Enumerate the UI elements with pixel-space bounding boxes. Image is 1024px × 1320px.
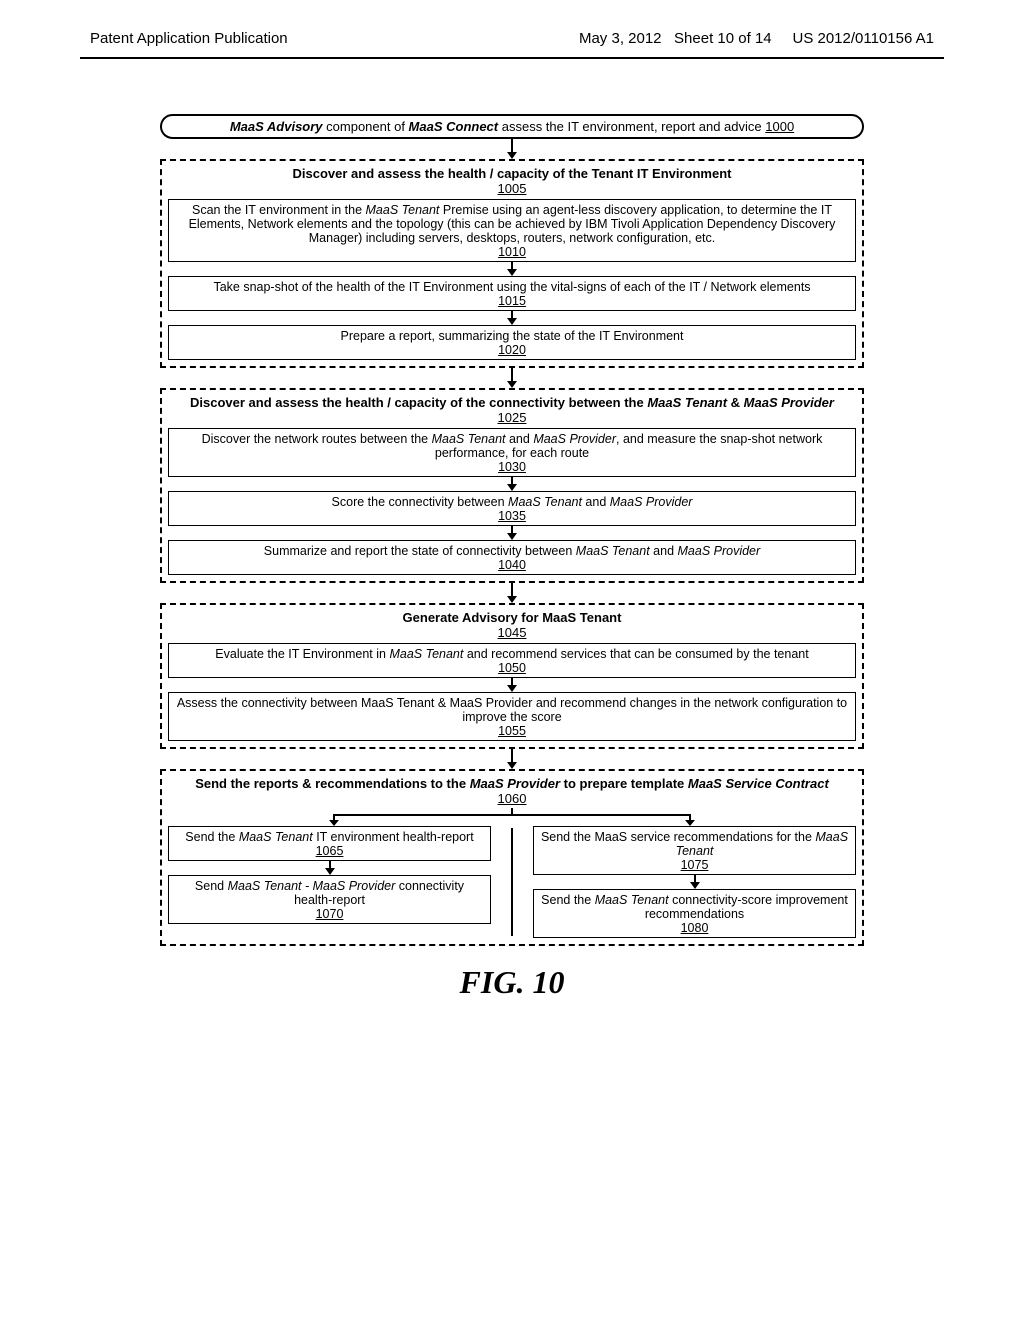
step-1010: Scan the IT environment in the MaaS Tena… [168,199,856,262]
start-ref: 1000 [765,119,794,134]
step-1055: Assess the connectivity between MaaS Ten… [168,692,856,741]
arrow-icon [160,583,864,603]
arrow-icon [168,861,491,875]
arrow-icon [533,875,856,889]
flowchart: MaaS Advisory component of MaaS Connect … [160,114,864,1001]
step-1040: Summarize and report the state of connec… [168,540,856,575]
step-1080: Send the MaaS Tenant connectivity-score … [533,889,856,938]
group-title: Send the reports & recommendations to th… [168,775,856,809]
column-divider [511,828,513,936]
arrow-icon [168,678,856,692]
group-1005: Discover and assess the health / capacit… [160,159,864,368]
step-1015: Take snap-shot of the health of the IT E… [168,276,856,311]
two-column-row: Send the MaaS Tenant IT environment heal… [168,826,856,938]
step-1030: Discover the network routes between the … [168,428,856,477]
step-1075: Send the MaaS service recommendations fo… [533,826,856,875]
header-divider [80,57,944,59]
group-title: Discover and assess the health / capacit… [168,394,856,428]
step-1050: Evaluate the IT Environment in MaaS Tena… [168,643,856,678]
arrow-icon [160,749,864,769]
group-title: Generate Advisory for MaaS Tenant 1045 [168,609,856,643]
figure-caption: FIG. 10 [160,964,864,1001]
start-text: MaaS Advisory component of MaaS Connect … [230,119,762,134]
step-1020: Prepare a report, summarizing the state … [168,325,856,360]
header-sheet: Sheet 10 of 14 [674,30,772,47]
arrow-icon [168,526,856,540]
group-1045: Generate Advisory for MaaS Tenant 1045 E… [160,603,864,749]
group-title: Discover and assess the health / capacit… [168,165,856,199]
arrow-icon [168,477,856,491]
step-1065: Send the MaaS Tenant IT environment heal… [168,826,491,861]
header-left: Patent Application Publication [90,30,288,47]
arrow-icon [168,262,856,276]
step-1035: Score the connectivity between MaaS Tena… [168,491,856,526]
group-1060: Send the reports & recommendations to th… [160,769,864,947]
page-header: Patent Application Publication May 3, 20… [0,0,1024,55]
arrow-icon [168,311,856,325]
group-1025: Discover and assess the health / capacit… [160,388,864,583]
start-node: MaaS Advisory component of MaaS Connect … [160,114,864,139]
left-column: Send the MaaS Tenant IT environment heal… [168,826,491,938]
arrow-icon [160,139,864,159]
step-1070: Send MaaS Tenant - MaaS Provider connect… [168,875,491,924]
header-right: May 3, 2012 Sheet 10 of 14 US 2012/01101… [579,30,934,47]
header-pubno: US 2012/0110156 A1 [792,30,934,47]
header-date: May 3, 2012 [579,30,662,47]
right-column: Send the MaaS service recommendations fo… [533,826,856,938]
arrow-icon [160,368,864,388]
split-connector-icon [168,808,856,826]
